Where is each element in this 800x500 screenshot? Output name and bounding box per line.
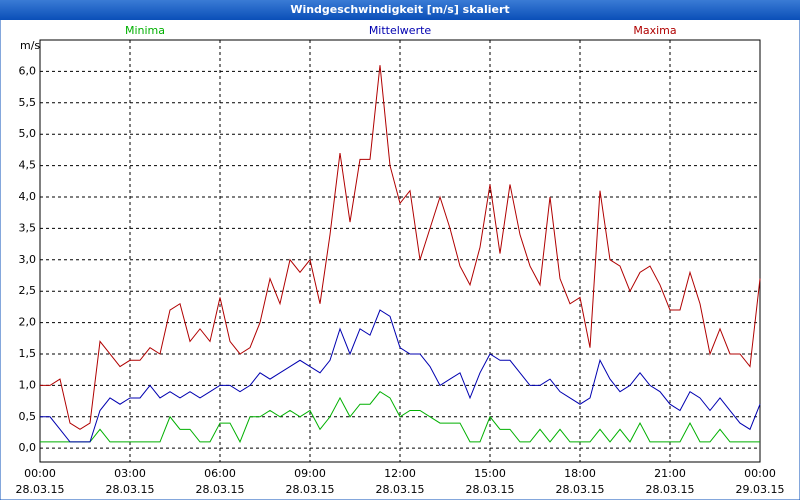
x-tick-label: 18:00 bbox=[564, 467, 596, 480]
title-bar bbox=[0, 0, 800, 20]
x-tick-label: 09:00 bbox=[294, 467, 326, 480]
x-tick-label: 12:00 bbox=[384, 467, 416, 480]
legend-entry: Maxima bbox=[633, 24, 676, 37]
x-tick-date: 28.03.15 bbox=[376, 483, 425, 496]
x-tick-label: 03:00 bbox=[114, 467, 146, 480]
x-tick-label: 06:00 bbox=[204, 467, 236, 480]
x-tick-date: 29.03.15 bbox=[736, 483, 785, 496]
legend-entry: Minima bbox=[125, 24, 165, 37]
x-tick-date: 28.03.15 bbox=[196, 483, 245, 496]
y-tick-label: 2,0 bbox=[19, 316, 37, 329]
x-tick-date: 28.03.15 bbox=[16, 483, 65, 496]
x-tick-label: 15:00 bbox=[474, 467, 506, 480]
y-tick-label: 2,5 bbox=[19, 284, 37, 297]
y-tick-label: 5,5 bbox=[19, 96, 37, 109]
y-tick-label: 1,0 bbox=[19, 378, 37, 391]
y-axis-label: m/s bbox=[20, 39, 40, 52]
chart-title: Windgeschwindigkeit [m/s] skaliert bbox=[290, 3, 509, 16]
x-tick-date: 28.03.15 bbox=[556, 483, 605, 496]
x-tick-date: 28.03.15 bbox=[286, 483, 335, 496]
legend-entry: Mittelwerte bbox=[369, 24, 432, 37]
y-tick-label: 5,0 bbox=[19, 127, 37, 140]
series-line bbox=[40, 65, 761, 430]
x-tick-label: 00:00 bbox=[24, 467, 56, 480]
y-tick-label: 3,0 bbox=[19, 253, 37, 266]
y-tick-label: 6,0 bbox=[19, 64, 37, 77]
y-tick-label: 4,5 bbox=[19, 159, 37, 172]
x-tick-label: 00:00 bbox=[744, 467, 776, 480]
x-tick-label: 21:00 bbox=[654, 467, 686, 480]
y-tick-label: 4,0 bbox=[19, 190, 37, 203]
series-line bbox=[40, 309, 761, 443]
x-tick-date: 28.03.15 bbox=[646, 483, 695, 496]
series-line bbox=[40, 391, 760, 444]
x-tick-date: 28.03.15 bbox=[106, 483, 155, 496]
y-tick-label: 1,5 bbox=[19, 347, 37, 360]
y-tick-label: 0,0 bbox=[19, 441, 37, 454]
x-tick-date: 28.03.15 bbox=[466, 483, 515, 496]
y-tick-label: 0,5 bbox=[19, 410, 37, 423]
y-tick-label: 3,5 bbox=[19, 221, 37, 234]
